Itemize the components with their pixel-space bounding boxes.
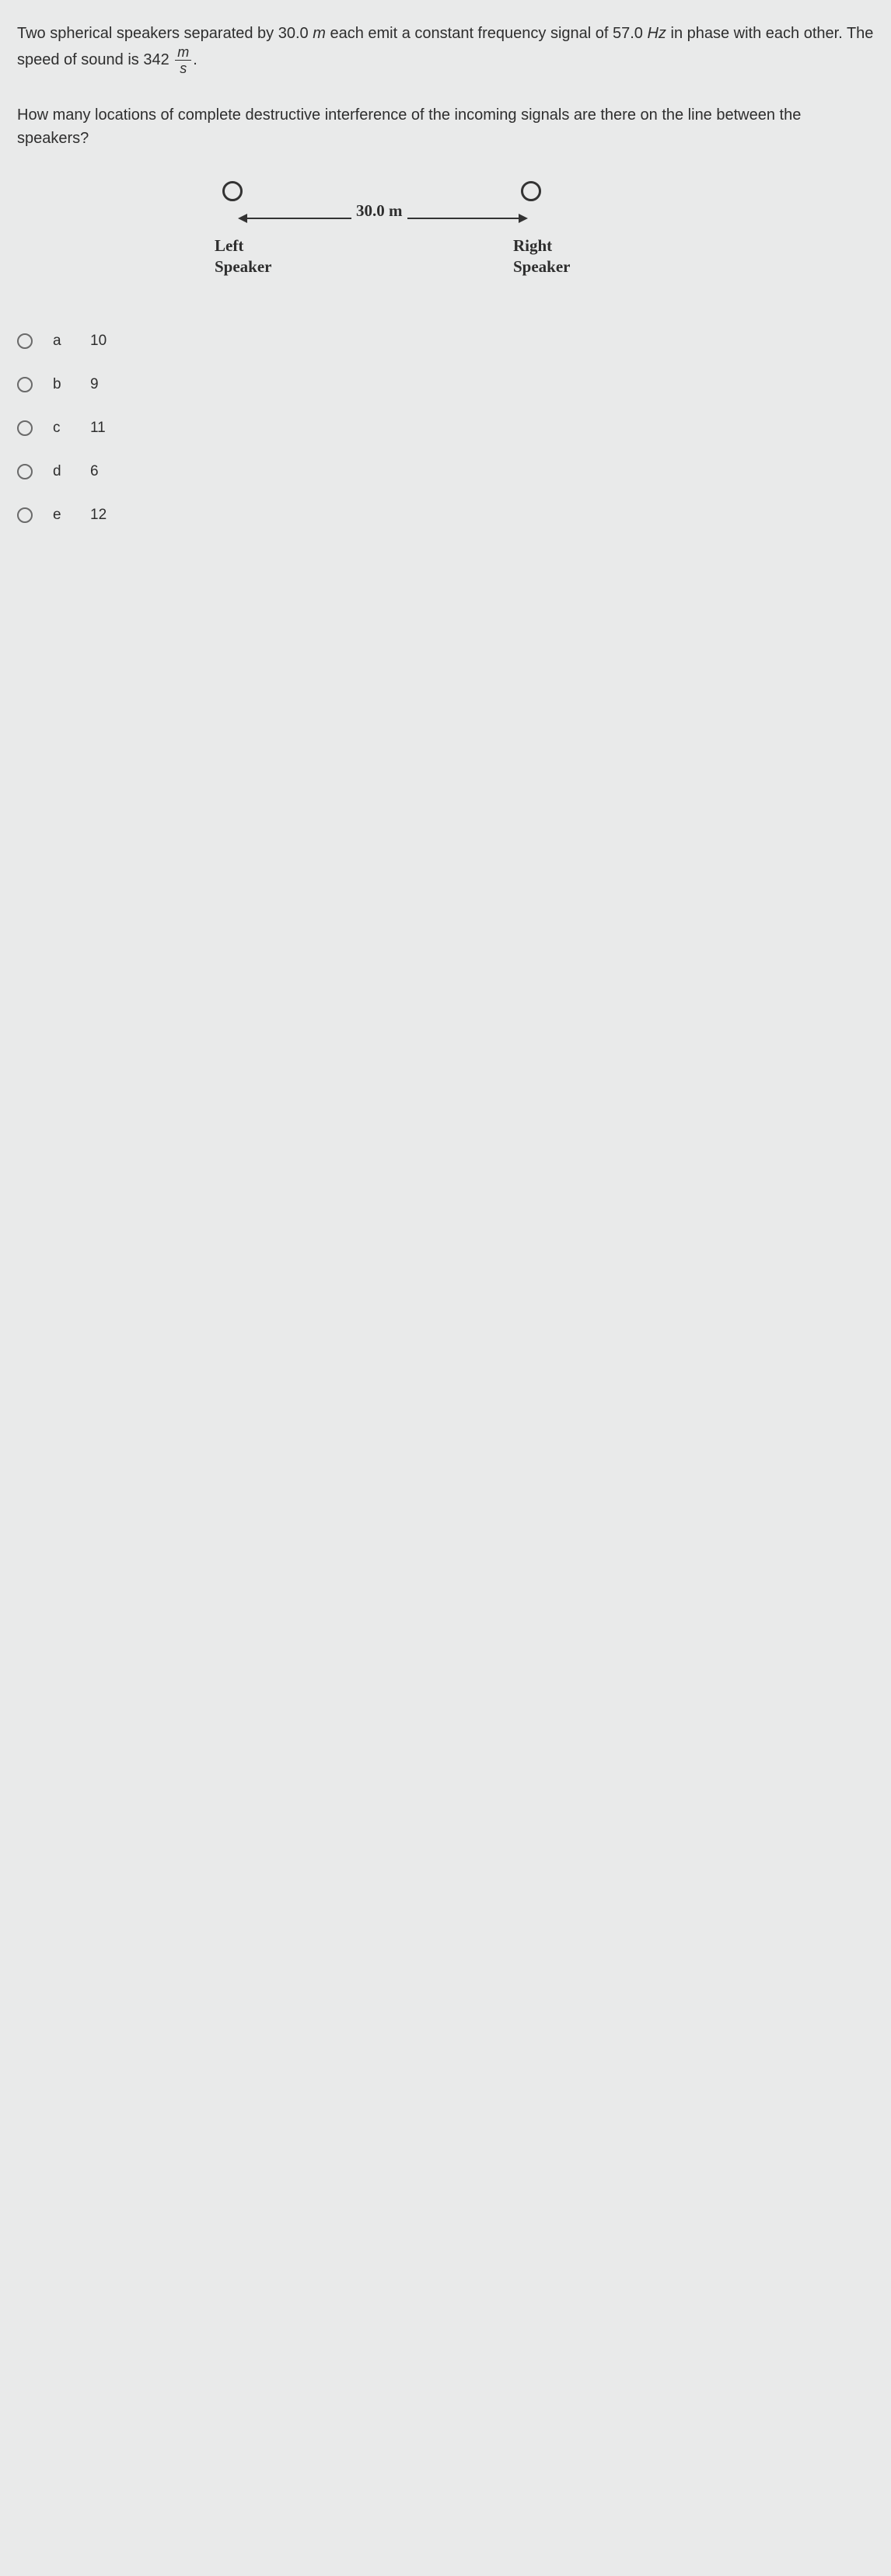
unit-m: m	[313, 25, 326, 42]
right-speaker-icon	[521, 181, 541, 201]
option-d[interactable]: d 6	[17, 450, 874, 493]
option-value: 12	[90, 507, 107, 524]
option-value: 11	[90, 420, 106, 437]
speaker-diagram: 30.0 m Left Speaker Right Speaker	[219, 176, 655, 293]
option-letter: a	[53, 333, 90, 350]
option-letter: c	[53, 420, 90, 437]
radio-icon[interactable]	[17, 420, 33, 436]
option-letter: e	[53, 507, 90, 524]
option-b[interactable]: b 9	[17, 363, 874, 406]
option-value: 6	[90, 463, 99, 480]
arrow-right-icon	[519, 214, 528, 223]
fraction-den: s	[175, 61, 191, 75]
option-a[interactable]: a 10	[17, 319, 874, 363]
option-letter: d	[53, 463, 90, 480]
left-speaker-label: Left Speaker	[215, 235, 272, 278]
q-part: each emit a constant frequency signal of…	[326, 25, 648, 42]
q-part: .	[193, 51, 197, 68]
answer-options: a 10 b 9 c 11 d 6 e 12	[17, 319, 874, 537]
left-speaker-icon	[222, 181, 243, 201]
question-main: Two spherical speakers separated by 30.0…	[17, 22, 874, 75]
radio-icon[interactable]	[17, 333, 33, 349]
option-c[interactable]: c 11	[17, 406, 874, 450]
unit-hz: Hz	[647, 25, 666, 42]
q-part: Two spherical speakers separated by 30.0	[17, 25, 313, 42]
option-value: 10	[90, 333, 107, 350]
radio-icon[interactable]	[17, 464, 33, 479]
label-line: Speaker	[215, 257, 272, 276]
label-line: Right	[513, 236, 552, 255]
right-speaker-label: Right Speaker	[513, 235, 571, 278]
radio-icon[interactable]	[17, 507, 33, 523]
option-value: 9	[90, 376, 99, 393]
label-line: Speaker	[513, 257, 571, 276]
question-sub: How many locations of complete destructi…	[17, 103, 874, 150]
fraction-num: m	[175, 45, 191, 61]
fraction-ms: ms	[175, 45, 191, 75]
label-line: Left	[215, 236, 243, 255]
distance-label: 30.0 m	[351, 201, 407, 221]
radio-icon[interactable]	[17, 377, 33, 392]
option-letter: b	[53, 376, 90, 393]
option-e[interactable]: e 12	[17, 493, 874, 537]
